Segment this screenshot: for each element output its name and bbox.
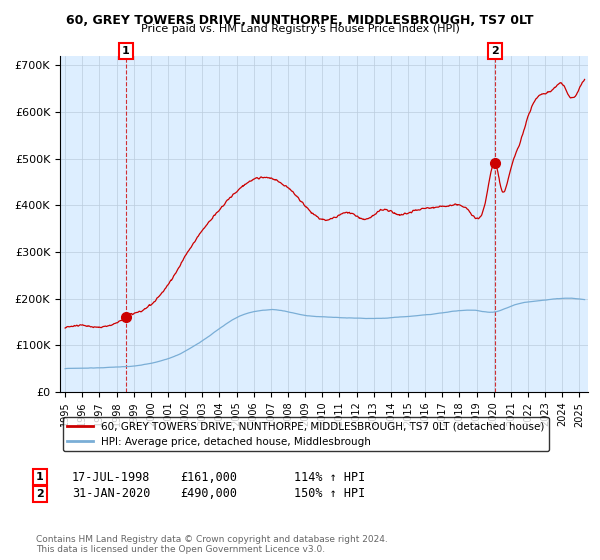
Text: 150% ↑ HPI: 150% ↑ HPI — [294, 487, 365, 501]
Text: 2: 2 — [36, 489, 44, 499]
Text: 1: 1 — [122, 46, 130, 56]
Text: £161,000: £161,000 — [180, 470, 237, 484]
Text: Price paid vs. HM Land Registry's House Price Index (HPI): Price paid vs. HM Land Registry's House … — [140, 24, 460, 34]
Text: 114% ↑ HPI: 114% ↑ HPI — [294, 470, 365, 484]
Text: 31-JAN-2020: 31-JAN-2020 — [72, 487, 151, 501]
Text: 60, GREY TOWERS DRIVE, NUNTHORPE, MIDDLESBROUGH, TS7 0LT: 60, GREY TOWERS DRIVE, NUNTHORPE, MIDDLE… — [66, 14, 534, 27]
Text: Contains HM Land Registry data © Crown copyright and database right 2024.
This d: Contains HM Land Registry data © Crown c… — [36, 535, 388, 554]
Text: 2: 2 — [491, 46, 499, 56]
Legend: 60, GREY TOWERS DRIVE, NUNTHORPE, MIDDLESBROUGH, TS7 0LT (detached house), HPI: : 60, GREY TOWERS DRIVE, NUNTHORPE, MIDDLE… — [63, 417, 549, 451]
Text: 17-JUL-1998: 17-JUL-1998 — [72, 470, 151, 484]
Text: £490,000: £490,000 — [180, 487, 237, 501]
Text: 1: 1 — [36, 472, 44, 482]
